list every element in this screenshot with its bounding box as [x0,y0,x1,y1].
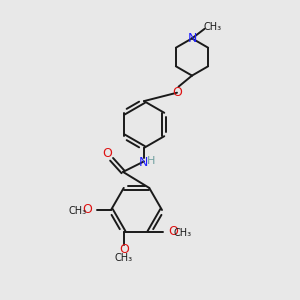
Text: CH₃: CH₃ [115,253,133,263]
Text: CH₃: CH₃ [68,206,86,216]
Text: O: O [82,203,92,216]
Text: N: N [139,155,148,169]
Text: CH₃: CH₃ [204,22,222,32]
Text: CH₃: CH₃ [174,228,192,238]
Text: O: O [172,86,182,99]
Text: O: O [102,147,112,161]
Text: O: O [168,225,178,238]
Text: H: H [146,156,155,167]
Text: O: O [119,243,129,256]
Text: N: N [187,32,197,45]
